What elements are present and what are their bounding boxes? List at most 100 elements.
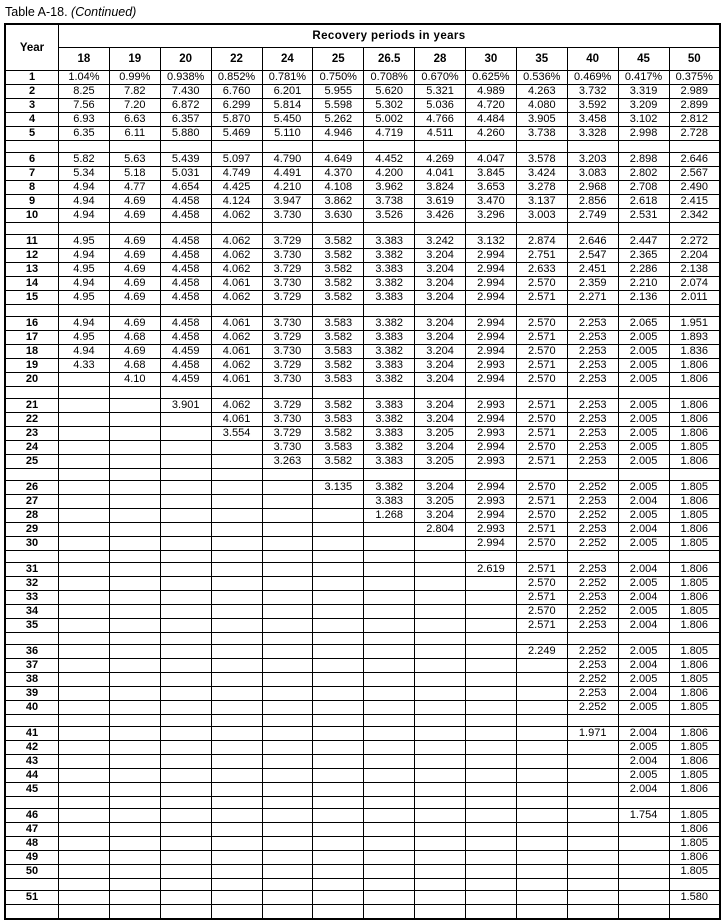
column-header-40: 40 <box>566 47 619 71</box>
spacer-cell <box>668 632 721 645</box>
rate-cell: 2.253 <box>566 412 619 427</box>
rate-cell: 3.592 <box>566 98 619 113</box>
rate-cell: 2.751 <box>515 248 568 263</box>
rate-cell: 5.439 <box>159 152 212 167</box>
spacer-cell <box>312 714 365 727</box>
rate-cell <box>210 808 263 823</box>
spacer-year-cell <box>4 878 59 891</box>
rate-cell: 1.893 <box>668 330 721 345</box>
rate-cell <box>159 522 212 537</box>
rate-cell: 2.004 <box>617 726 670 741</box>
rate-cell <box>261 754 314 769</box>
rate-cell: 3.204 <box>414 412 466 427</box>
rate-cell: 0.417% <box>617 70 670 85</box>
rate-cell: 2.253 <box>566 494 619 509</box>
rate-cell <box>58 890 110 905</box>
year-cell: 10 <box>4 208 59 223</box>
rate-cell <box>159 480 212 495</box>
rate-cell: 4.458 <box>159 316 212 331</box>
rate-cell: 3.730 <box>261 276 314 291</box>
rate-cell <box>108 808 161 823</box>
table-row: 28 1.268 3.204 2.994 2.570 2.252 2.005 1.805 <box>4 508 721 523</box>
rate-cell <box>58 768 110 783</box>
rate-cell: 3.204 <box>414 316 466 331</box>
rate-cell <box>261 536 314 551</box>
rate-cell <box>108 672 161 687</box>
rate-cell: 4.95 <box>58 290 110 305</box>
rate-cell: 2.619 <box>465 562 517 577</box>
rate-cell: 4.041 <box>414 166 466 181</box>
rate-cell: 3.205 <box>414 494 466 509</box>
spacer-cell <box>261 550 314 563</box>
year-cell: 32 <box>4 576 59 591</box>
spacer-cell <box>465 878 517 891</box>
spacer-cell <box>566 222 619 235</box>
rate-cell <box>261 808 314 823</box>
spacer-cell <box>159 468 212 481</box>
rate-cell: 2.272 <box>668 234 721 249</box>
rate-cell <box>108 754 161 769</box>
rate-cell: 5.321 <box>414 84 466 99</box>
spacer-cell <box>668 550 721 563</box>
rate-cell <box>210 850 263 865</box>
rate-cell: 4.94 <box>58 180 110 195</box>
table-row: 26 3.135 3.382 3.204 2.994 2.570 2.252 2.005 1.8… <box>4 480 721 495</box>
year-cell: 11 <box>4 234 59 249</box>
spacer-year-cell <box>4 468 59 481</box>
rate-cell: 2.749 <box>566 208 619 223</box>
rate-cell: 3.738 <box>363 194 416 209</box>
rate-cell <box>465 604 517 619</box>
pad-cell <box>566 904 619 919</box>
rate-cell <box>159 508 212 523</box>
spacer-cell <box>515 468 568 481</box>
rate-cell: 2.856 <box>566 194 619 209</box>
rate-cell <box>312 576 365 591</box>
table-row: 50 1.805 <box>4 864 721 879</box>
rate-cell <box>58 864 110 879</box>
rate-cell <box>58 604 110 619</box>
rate-cell: 2.993 <box>465 426 517 441</box>
rate-cell: 2.994 <box>465 508 517 523</box>
rate-cell <box>261 576 314 591</box>
rate-cell <box>363 576 416 591</box>
rate-cell <box>566 850 619 865</box>
rate-cell: 3.242 <box>414 234 466 249</box>
rate-cell: 5.031 <box>159 166 212 181</box>
rate-cell: 5.036 <box>414 98 466 113</box>
rate-cell: 3.204 <box>414 276 466 291</box>
spacer-cell <box>465 386 517 399</box>
year-cell: 12 <box>4 248 59 263</box>
rate-cell: 3.328 <box>566 126 619 141</box>
rate-cell <box>159 454 212 469</box>
rate-cell: 2.342 <box>668 208 721 223</box>
rate-cell <box>58 522 110 537</box>
rate-cell: 3.730 <box>261 208 314 223</box>
rate-cell <box>261 480 314 495</box>
rate-cell: 0.536% <box>515 70 568 85</box>
spacer-cell <box>465 714 517 727</box>
rate-cell <box>261 522 314 537</box>
rate-cell: 3.582 <box>312 290 365 305</box>
rate-cell: 4.124 <box>210 194 263 209</box>
rate-cell: 4.263 <box>515 84 568 99</box>
rate-cell: 4.062 <box>210 234 263 249</box>
year-cell: 2 <box>4 84 59 99</box>
rate-cell <box>414 658 466 673</box>
rate-cell: 3.730 <box>261 412 314 427</box>
spacer-cell <box>159 386 212 399</box>
rate-cell: 2.136 <box>617 290 670 305</box>
spacer-year-cell <box>4 304 59 317</box>
rate-cell: 3.205 <box>414 454 466 469</box>
rate-cell: 2.994 <box>465 248 517 263</box>
rate-cell: 5.880 <box>159 126 212 141</box>
rate-cell <box>261 864 314 879</box>
rate-cell <box>566 822 619 837</box>
year-cell: 24 <box>4 440 59 455</box>
rate-cell <box>414 864 466 879</box>
spacer-cell <box>108 714 161 727</box>
rate-cell <box>312 644 365 659</box>
rate-cell <box>58 536 110 551</box>
rate-cell <box>515 740 568 755</box>
table-row: 24 3.730 3.583 3.382 3.204 2.994 2.570 2.253 2.0… <box>4 440 721 455</box>
rate-cell <box>261 508 314 523</box>
